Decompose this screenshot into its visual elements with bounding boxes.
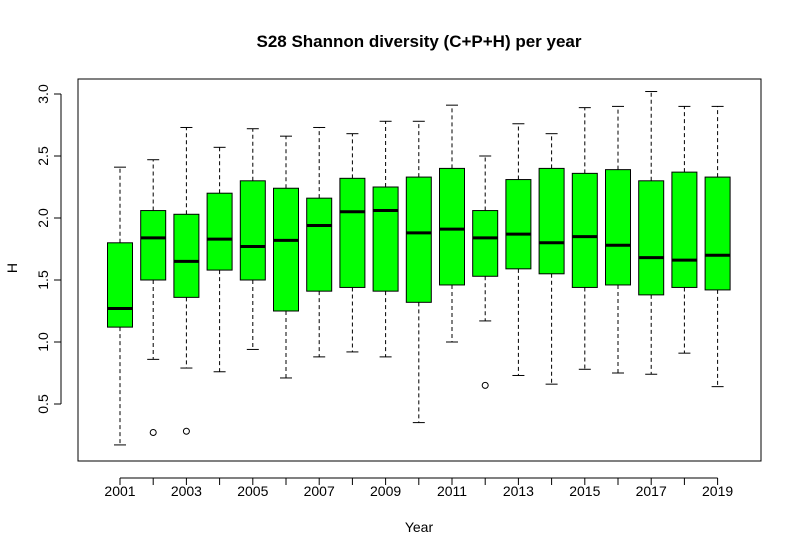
box-rect-2012 — [472, 210, 499, 277]
box-2010 — [405, 120, 432, 424]
y-tick-label-3.0: 3.0 — [35, 84, 51, 104]
box-2008 — [339, 133, 366, 353]
box-2013 — [505, 123, 532, 376]
box-rect-2015 — [571, 172, 598, 288]
box-rect-2011 — [439, 167, 465, 286]
box-2005 — [239, 128, 266, 350]
y-tick-label-0.5: 0.5 — [35, 394, 51, 414]
x-tick-label-2007: 2007 — [304, 483, 335, 499]
box-rect-2014 — [538, 167, 565, 275]
box-2011 — [439, 104, 465, 343]
box-2007 — [306, 126, 333, 358]
outlier-2003-0 — [182, 427, 190, 435]
x-tick-label-2011: 2011 — [437, 483, 467, 499]
box-2017 — [638, 91, 665, 375]
plot-frame — [77, 78, 762, 462]
box-rect-2018 — [671, 171, 698, 288]
box-2016 — [605, 105, 631, 374]
box-rect-2007 — [306, 197, 333, 292]
box-rect-2006 — [273, 187, 299, 312]
y-axis: 0.5 1.0 1.5 2.0 2.5 3.0 — [35, 84, 62, 414]
box-2009 — [372, 120, 399, 358]
x-tick-label-2019: 2019 — [702, 483, 733, 499]
y-tick-label-1.5: 1.5 — [35, 270, 51, 290]
box-rect-2009 — [372, 186, 399, 292]
box-rect-2004 — [206, 192, 233, 271]
y-tick-label-2.0: 2.0 — [35, 208, 51, 228]
box-2015 — [571, 107, 598, 370]
box-2014 — [538, 133, 565, 385]
box-rect-2003 — [173, 213, 200, 298]
box-rect-2017 — [638, 180, 665, 296]
x-tick-label-2017: 2017 — [636, 483, 667, 499]
x-tick-label-2001: 2001 — [104, 483, 135, 499]
x-axis-label: Year — [405, 519, 434, 535]
box-2018 — [671, 105, 698, 354]
outlier-2002-0 — [149, 429, 157, 437]
box-rect-2002 — [140, 210, 167, 281]
box-rect-2010 — [405, 176, 432, 303]
x-tick-label-2005: 2005 — [237, 483, 268, 499]
x-tick-label-2015: 2015 — [569, 483, 600, 499]
chart-title: S28 Shannon diversity (C+P+H) per year — [256, 32, 581, 51]
box-rect-2008 — [339, 177, 366, 288]
box-2001 — [107, 166, 133, 446]
box-rect-2016 — [605, 169, 631, 286]
x-tick-label-2013: 2013 — [503, 483, 534, 499]
box-rect-2019 — [704, 176, 731, 291]
x-axis: 2001 2003 2005 2007 2009 2011 2013 2015 2017 2019 — [104, 477, 733, 499]
y-tick-label-2.5: 2.5 — [35, 146, 51, 166]
box-rect-2005 — [239, 180, 266, 281]
x-tick-label-2009: 2009 — [370, 483, 401, 499]
box-rect-2013 — [505, 179, 532, 270]
x-tick-label-2003: 2003 — [171, 483, 202, 499]
box-2004 — [206, 146, 233, 373]
box-2003 — [173, 126, 200, 435]
box-2002 — [140, 159, 167, 437]
box-rect-2001 — [107, 242, 133, 328]
box-2006 — [273, 135, 299, 379]
y-axis-label: H — [4, 263, 20, 273]
y-tick-label-1.0: 1.0 — [35, 332, 51, 352]
outlier-2012-0 — [481, 381, 489, 389]
box-2012 — [472, 155, 499, 389]
box-2019 — [704, 105, 731, 388]
boxes — [107, 91, 731, 446]
